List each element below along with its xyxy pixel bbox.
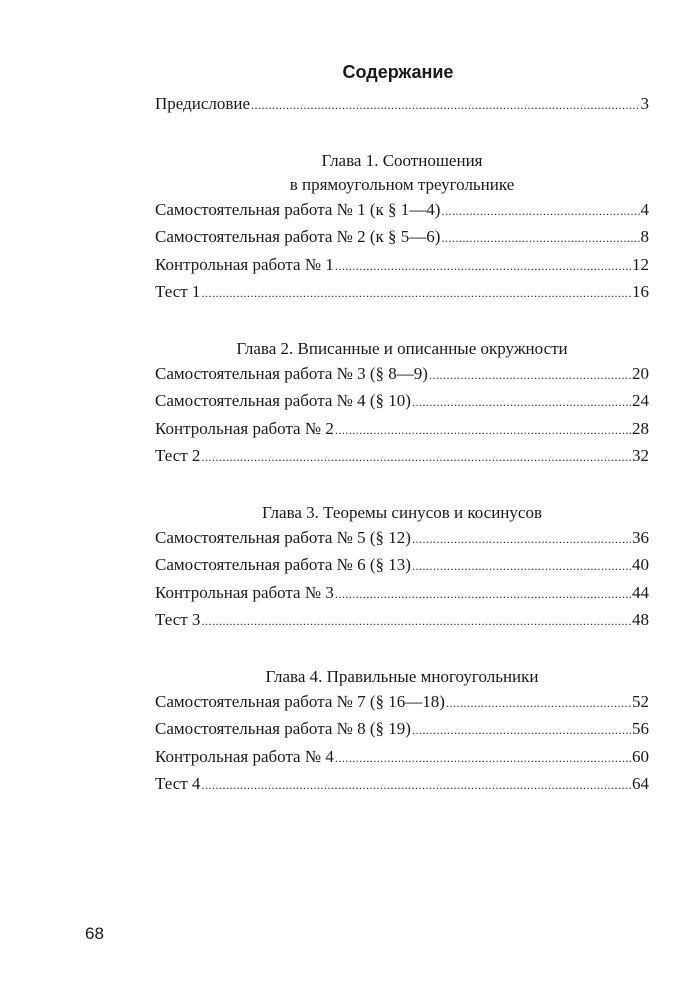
entry-page: 24 [632, 391, 649, 410]
table-of-contents: Предисловие 3 Глава 1. Соотношения в прям… [155, 91, 649, 799]
chapter-heading-line: в прямоугольном треугольнике [289, 174, 515, 194]
toc-entry: Самостоятельная работа № 4 (§ 10) 24 [155, 388, 649, 416]
toc-entry: Самостоятельная работа № 6 (§ 13) 40 [155, 552, 649, 580]
dot-leader [412, 552, 631, 580]
entry-label: Тест 3 [155, 610, 201, 629]
toc-entry: Тест 4 64 [155, 771, 649, 799]
dot-leader [201, 443, 631, 471]
dot-leader [201, 279, 631, 307]
entry-label: Самостоятельная работа № 7 (§ 16—18) [155, 691, 445, 711]
entry-label: Контрольная работа № 1 [155, 254, 334, 274]
toc-entry: Контрольная работа № 2 28 [155, 416, 649, 444]
dot-leader [335, 416, 631, 444]
toc-entry: Самостоятельная работа № 2 (к § 5—6) 8 [155, 224, 649, 252]
dot-leader [412, 388, 631, 416]
dot-leader [335, 744, 631, 772]
page-number: 68 [85, 924, 104, 943]
entry-label: Самостоятельная работа № 2 (к § 5—6) [155, 227, 441, 246]
chapter-heading-line: Глава 4. Правильные многоугольники [265, 666, 539, 686]
entry-label: Контрольная работа № 3 [155, 582, 334, 602]
dot-leader [441, 224, 639, 252]
dot-leader [441, 197, 639, 225]
entry-label: Тест 1 [155, 282, 201, 301]
dot-leader [335, 580, 631, 608]
chapter-heading: Глава 1. Соотношения в прямоугольном треу… [155, 149, 649, 197]
toc-entry: Тест 2 32 [155, 443, 649, 471]
dot-leader [412, 525, 631, 553]
entry-label: Самостоятельная работа № 3 (§ 8—9) [155, 363, 428, 383]
chapter-heading: Глава 3. Теоремы синусов и косинусов [155, 501, 649, 525]
entry-label: Предисловие [155, 94, 251, 113]
entry-page: 4 [640, 199, 650, 219]
entry-page: 36 [632, 527, 649, 547]
toc-entry: Тест 3 48 [155, 607, 649, 635]
chapter-heading: Глава 4. Правильные многоугольники [155, 665, 649, 689]
entry-page: 44 [632, 582, 649, 602]
entry-page: 3 [640, 94, 650, 113]
entry-page: 48 [632, 610, 649, 629]
dot-leader [251, 91, 639, 119]
chapter-heading-line: Глава 2. Вписанные и описанные окружност… [236, 338, 568, 358]
toc-entry: Тест 1 16 [155, 279, 649, 307]
entry-page: 20 [632, 363, 649, 383]
dot-leader [446, 689, 631, 717]
entry-page: 40 [632, 555, 649, 574]
entry-label: Самостоятельная работа № 8 (§ 19) [155, 719, 411, 738]
toc-entry: Самостоятельная работа № 1 (к § 1—4) 4 [155, 197, 649, 225]
page-title: Содержание [342, 62, 454, 82]
entry-label: Тест 2 [155, 446, 201, 465]
dot-leader [201, 607, 631, 635]
entry-page: 56 [632, 719, 649, 738]
toc-entry: Самостоятельная работа № 7 (§ 16—18) 52 [155, 689, 649, 717]
toc-entry: Контрольная работа № 4 60 [155, 744, 649, 772]
entry-label: Контрольная работа № 4 [155, 746, 334, 766]
entry-page: 60 [632, 746, 649, 766]
toc-entry: Самостоятельная работа № 3 (§ 8—9) 20 [155, 361, 649, 389]
toc-entry-preface: Предисловие 3 [155, 91, 649, 119]
entry-page: 28 [632, 418, 649, 438]
entry-label: Самостоятельная работа № 1 (к § 1—4) [155, 199, 441, 219]
dot-leader [429, 361, 631, 389]
chapter-heading-line: Глава 1. Соотношения [321, 150, 483, 170]
entry-page: 8 [640, 227, 650, 246]
entry-page: 64 [632, 774, 649, 793]
dot-leader [335, 252, 631, 280]
entry-label: Контрольная работа № 2 [155, 418, 334, 438]
entry-label: Самостоятельная работа № 6 (§ 13) [155, 555, 411, 574]
dot-leader [201, 771, 631, 799]
entry-label: Тест 4 [155, 774, 201, 793]
chapter-heading-line: Глава 3. Теоремы синусов и косинусов [262, 502, 542, 522]
entry-page: 52 [632, 691, 649, 711]
dot-leader [412, 716, 631, 744]
toc-entry: Контрольная работа № 1 12 [155, 252, 649, 280]
toc-entry: Самостоятельная работа № 8 (§ 19) 56 [155, 716, 649, 744]
chapter-heading: Глава 2. Вписанные и описанные окружност… [155, 337, 649, 361]
entry-page: 32 [632, 446, 649, 465]
entry-page: 12 [632, 254, 649, 274]
entry-label: Самостоятельная работа № 5 (§ 12) [155, 527, 411, 547]
entry-page: 16 [632, 282, 649, 301]
toc-entry: Самостоятельная работа № 5 (§ 12) 36 [155, 525, 649, 553]
entry-label: Самостоятельная работа № 4 (§ 10) [155, 391, 411, 410]
toc-entry: Контрольная работа № 3 44 [155, 580, 649, 608]
